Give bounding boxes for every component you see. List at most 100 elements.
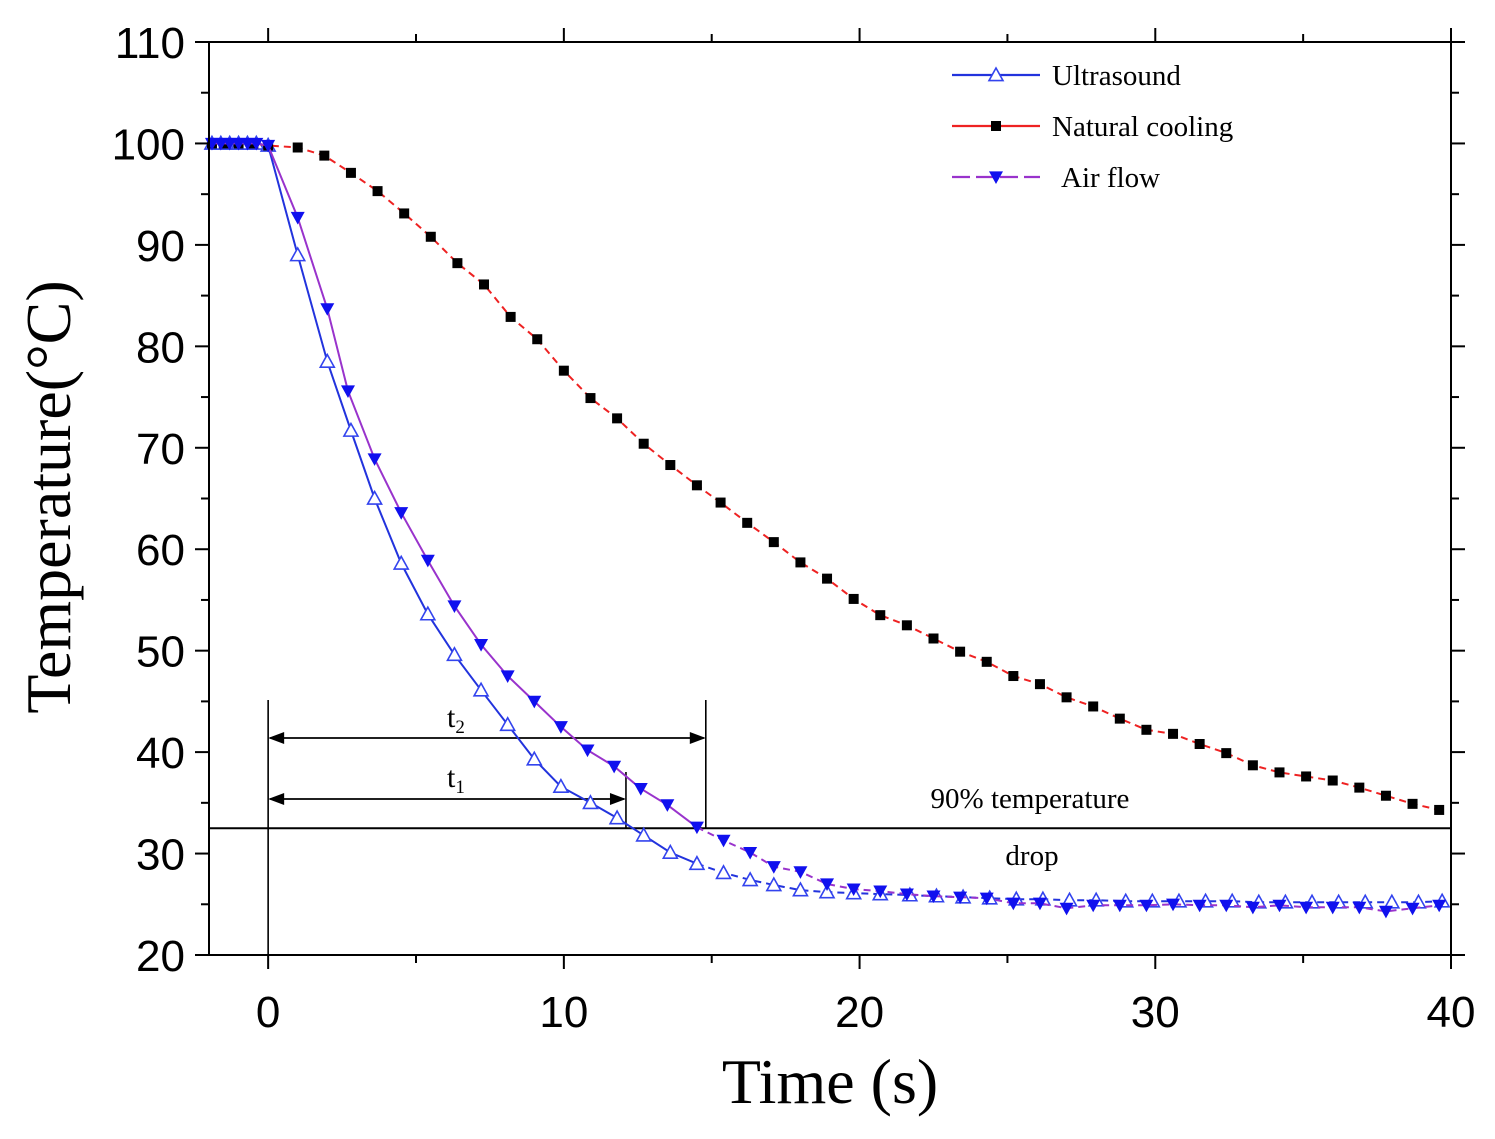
natural-cooling-point [1061,692,1072,703]
air-flow-point [1086,899,1101,913]
natural-cooling-point [981,656,992,667]
threshold-label-bottom: drop [1005,840,1058,872]
t2-arrow-head-right [689,732,706,744]
natural-cooling-point [612,413,623,424]
legend-label-air-flow: Air flow [1061,162,1160,194]
ultrasound-point [342,421,360,437]
air-flow-point [846,883,861,897]
natural-cooling-point [452,258,463,269]
natural-cooling-point [1114,713,1125,724]
air-flow-point [899,888,914,902]
air-flow-point [1405,902,1420,916]
series-natural-cooling [206,138,1445,815]
air-flow-point [500,670,515,684]
y-tick-label: 90 [136,222,185,271]
natural-cooling-point [638,438,649,449]
legend-label-natural-cooling: Natural cooling [1052,111,1233,143]
air-flow-point [1059,902,1074,916]
air-flow-point [1299,901,1314,915]
natural-cooling-point [1034,679,1045,690]
natural-cooling-point [1407,798,1418,809]
air-flow-point [660,799,675,812]
x-axis-title: Time (s) [722,1046,938,1117]
natural-cooling-point [558,365,569,376]
air-flow-point [743,846,758,860]
air-flow-point [474,638,489,652]
natural-cooling-point [875,610,886,621]
air-flow-point [231,137,246,151]
ultrasound-point [765,876,783,892]
air-flow-point [633,783,648,796]
ultrasound-point [446,646,463,662]
ultrasound-point [525,750,543,766]
ultrasound-line [212,142,698,865]
air-flow-point [1112,899,1127,913]
ultrasound-point [499,716,517,732]
air-flow-point [340,385,355,398]
air-flow-point [793,866,808,879]
t1-arrow-head-right [609,793,626,805]
air-flow-point [420,554,435,568]
air-flow-point [290,211,305,225]
air-flow-point [1032,897,1047,911]
natural-cooling-point [1274,767,1285,778]
x-tick-label: 30 [1131,988,1180,1037]
natural-cooling-point [585,393,596,404]
ultrasound-point [608,809,626,825]
air-flow-point [1006,897,1021,911]
air-flow-point [240,137,255,151]
air-flow-point [979,892,994,906]
ultrasound-point [1383,893,1401,909]
natural-cooling-line [212,142,1440,811]
air-flow-point [261,139,276,153]
x-tick-label: 40 [1427,988,1476,1037]
air-flow-point [873,885,888,899]
natural-cooling-point [715,497,726,508]
ultrasound-point [741,871,759,887]
air-flow-point [213,137,228,151]
natural-cooling-point [928,633,939,644]
natural-cooling-point [1194,738,1205,749]
ultrasound-point [582,794,599,810]
ultrasound-point [715,864,732,880]
air-flow-point [1219,899,1234,913]
natural-cooling-point [1141,724,1152,735]
air-flow-point [926,890,941,904]
air-flow-point [1432,899,1447,913]
natural-cooling-point [795,557,806,568]
x-tick-label: 20 [835,988,884,1037]
air-flow-point [1245,901,1260,915]
natural-cooling-point [1008,671,1019,682]
natural-cooling-point [319,150,330,161]
natural-cooling-point [768,537,779,548]
air-flow-point [1192,899,1207,913]
y-tick-label: 50 [136,628,185,677]
air-flow-point [953,891,968,905]
t2-arrow-head-left [268,732,285,744]
natural-cooling-point [665,460,676,471]
y-tick-label: 30 [136,831,185,880]
x-tick-label: 10 [539,988,588,1037]
air-flow-point [1272,899,1287,913]
natural-cooling-point [901,620,912,631]
y-tick-label: 70 [136,425,185,474]
axes-layer: 20 30 40 50 60 70 80 90 100 110 0 10 20 30 40 [112,19,1476,1037]
series-air-flow [204,137,1447,919]
t1-arrow-head-left [268,793,285,805]
ultrasound-point [472,681,490,697]
air-flow-point [320,303,335,316]
air-flow-point [249,137,264,151]
air-flow-point [607,760,622,774]
legend-item-ultrasound: Ultrasound [952,60,1181,92]
y-tick-label: 60 [136,526,185,575]
y-tick-label: 100 [112,120,185,169]
legend: Ultrasound Natural cooling Air flow [952,60,1233,194]
air-flow-point [394,507,409,520]
natural-cooling-point [1380,790,1391,801]
ultrasound-point [289,246,307,262]
natural-cooling-point [691,480,702,491]
natural-cooling-point [1301,771,1312,782]
air-flow-point [716,834,731,848]
ultrasound-point [392,554,410,570]
